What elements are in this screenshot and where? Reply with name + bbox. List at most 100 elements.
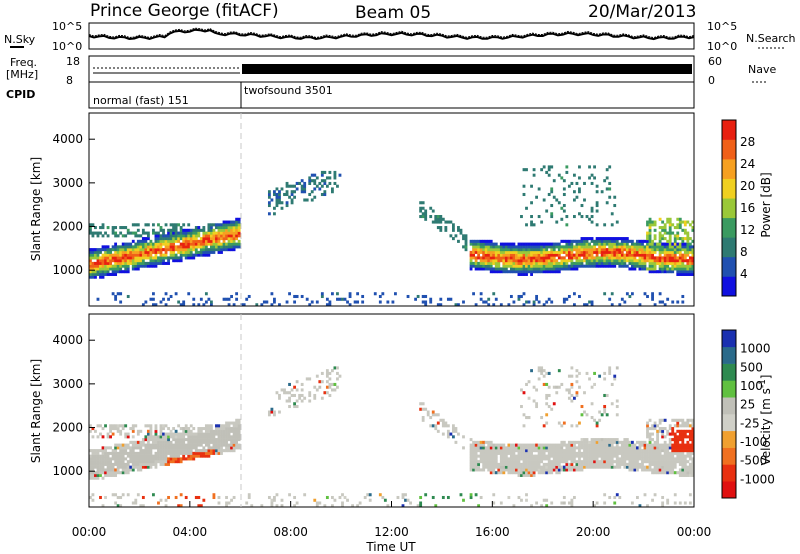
velocity-cell: [603, 451, 607, 455]
power-cell: [482, 245, 486, 249]
power-cell: [124, 248, 128, 252]
power-cell: [666, 220, 670, 224]
velocity-cell: [421, 407, 425, 411]
velocity-cell: [184, 446, 188, 450]
velocity-cell: [482, 460, 486, 464]
velocity-cell: [620, 460, 624, 464]
velocity-cell: [600, 451, 604, 455]
power-cell: [550, 267, 554, 271]
velocity-cell: [565, 443, 569, 447]
velocity-cell: [565, 465, 569, 469]
power-cell: [331, 292, 334, 296]
velocity-cell: [638, 462, 642, 466]
velocity-cell: [653, 493, 657, 497]
power-cell: [111, 226, 115, 230]
power-cell: [618, 253, 622, 257]
velocity-cell: [162, 424, 165, 428]
velocity-cell: [114, 493, 118, 497]
velocity-cell: [661, 495, 665, 500]
power-cell: [152, 292, 155, 296]
velocity-cell: [419, 402, 423, 406]
velocity-cell: [573, 443, 576, 447]
velocity-cell: [106, 473, 110, 477]
velocity-cell: [507, 449, 511, 453]
velocity-cell: [280, 388, 284, 392]
power-cell: [676, 237, 680, 241]
power-cell: [129, 259, 133, 263]
power-cell: [668, 253, 672, 257]
velocity-cell: [545, 382, 549, 386]
velocity-cell: [532, 449, 536, 453]
power-cell: [678, 220, 682, 224]
velocity-cell: [482, 462, 486, 466]
velocity-cell: [235, 418, 239, 422]
velocity-cell: [119, 451, 123, 455]
velocity-cell: [328, 385, 332, 389]
power-cell: [618, 256, 622, 260]
velocity-cell: [625, 446, 629, 450]
velocity-cell: [646, 443, 649, 447]
power-cell: [91, 253, 95, 257]
velocity-cell: [651, 449, 654, 453]
power-cell: [207, 234, 211, 238]
velocity-cell: [162, 454, 165, 458]
velocity-cell: [542, 462, 546, 466]
velocity-cell: [646, 432, 649, 436]
noise-search-line: [88, 27, 695, 39]
velocity-cell: [573, 396, 576, 400]
velocity-cell: [656, 438, 660, 442]
power-cell: [172, 248, 176, 252]
power-cell: [159, 237, 163, 241]
velocity-cell: [547, 454, 551, 458]
power-cell: [99, 264, 102, 268]
velocity-cell: [179, 446, 183, 450]
power-cell: [636, 253, 639, 257]
velocity-cell: [164, 462, 168, 466]
velocity-cell: [678, 449, 682, 453]
velocity-cell: [197, 435, 201, 439]
velocity-cell: [172, 446, 176, 450]
velocity-cell: [555, 385, 559, 389]
power-cell: [673, 267, 677, 271]
velocity-cell: [295, 404, 299, 409]
power-cell: [625, 237, 629, 241]
velocity-cell: [189, 424, 193, 428]
power-cell: [207, 231, 211, 235]
power-cell: [114, 242, 118, 246]
power-cell: [547, 267, 551, 271]
power-cell: [575, 248, 579, 252]
power-cell: [267, 201, 271, 205]
power-cell: [164, 261, 168, 265]
velocity-cell: [688, 429, 692, 433]
power-cell: [174, 226, 178, 230]
power-cell: [681, 294, 685, 299]
freq-label-2: [MHz]: [6, 68, 38, 81]
power-cell: [222, 248, 226, 252]
power-cell: [139, 250, 143, 254]
velocity-cell: [474, 440, 478, 444]
power-cell: [141, 253, 145, 257]
velocity-cell: [164, 454, 168, 458]
velocity-cell: [560, 454, 564, 458]
power-cell: [643, 256, 647, 260]
power-cell: [288, 195, 291, 199]
velocity-cell: [154, 443, 158, 447]
power-cell: [678, 245, 682, 249]
velocity-cell: [104, 462, 107, 466]
power-cell: [590, 245, 594, 249]
velocity-cell: [643, 468, 647, 472]
power-cell: [179, 250, 183, 254]
power-cell: [439, 228, 443, 232]
velocity-cell: [628, 451, 632, 455]
power-cell: [502, 253, 506, 257]
velocity-cell: [643, 440, 647, 444]
power-cell: [378, 294, 382, 299]
velocity-cell: [595, 449, 599, 453]
velocity-cell: [537, 457, 541, 461]
velocity-cell: [197, 432, 201, 436]
power-cell: [230, 228, 233, 232]
power-cell: [462, 234, 465, 238]
velocity-cell: [673, 460, 677, 464]
velocity-cell: [469, 449, 473, 453]
velocity-cell: [207, 454, 211, 458]
